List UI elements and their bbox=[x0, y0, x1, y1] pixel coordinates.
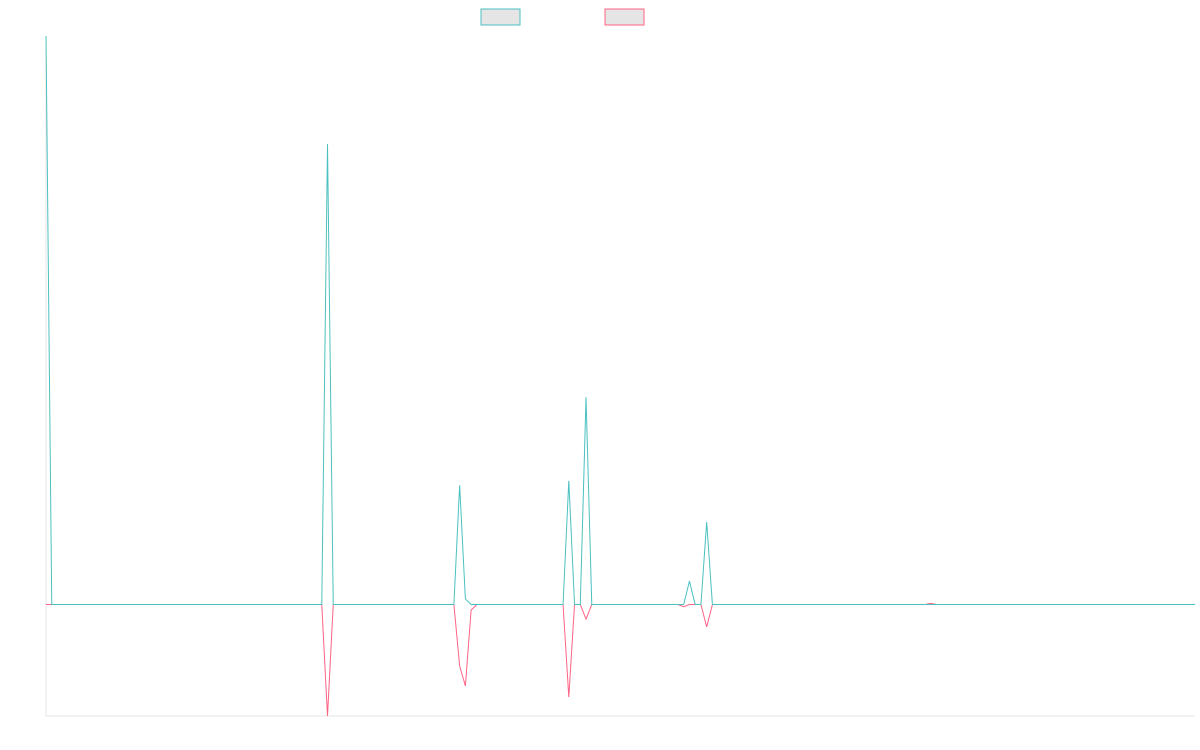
legend[interactable] bbox=[480, 8, 645, 26]
series-layer bbox=[45, 35, 1195, 717]
legend-swatch-0[interactable] bbox=[480, 8, 521, 26]
axes bbox=[45, 36, 1195, 717]
series-line-1 bbox=[46, 602, 1195, 717]
legend-swatch-1[interactable] bbox=[604, 8, 645, 26]
series-line-0 bbox=[45, 35, 1195, 606]
